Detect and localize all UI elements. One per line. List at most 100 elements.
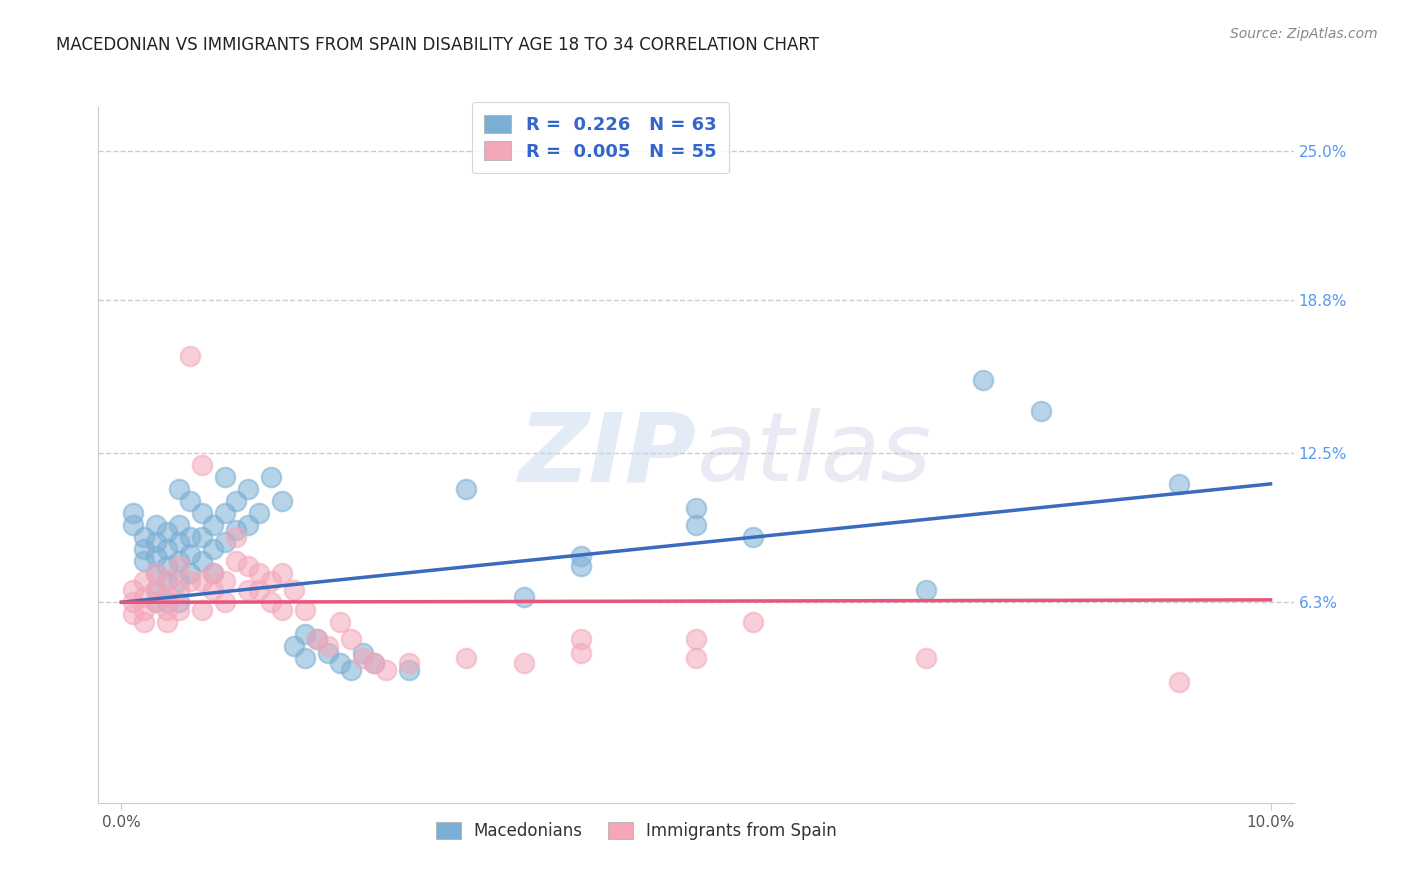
Point <box>191 458 214 472</box>
Point <box>156 574 179 588</box>
Point <box>134 574 156 588</box>
Point <box>134 615 156 629</box>
Point <box>167 595 190 609</box>
Point <box>329 615 352 629</box>
Point <box>191 602 214 616</box>
Legend: Macedonians, Immigrants from Spain: Macedonians, Immigrants from Spain <box>429 815 844 847</box>
Point <box>167 482 190 496</box>
Point <box>271 602 294 616</box>
Point <box>145 583 167 598</box>
Point <box>512 591 534 605</box>
Point <box>374 663 396 677</box>
Point <box>156 542 179 557</box>
Point <box>1167 476 1189 491</box>
Point <box>191 574 214 588</box>
Point <box>167 574 190 588</box>
Point <box>191 554 214 568</box>
Point <box>569 549 592 564</box>
Point <box>167 559 190 574</box>
Point <box>145 583 167 598</box>
Point <box>247 566 270 581</box>
Point <box>456 482 478 496</box>
Point <box>191 530 214 544</box>
Point <box>685 501 707 516</box>
Point <box>329 656 352 670</box>
Text: MACEDONIAN VS IMMIGRANTS FROM SPAIN DISABILITY AGE 18 TO 34 CORRELATION CHART: MACEDONIAN VS IMMIGRANTS FROM SPAIN DISA… <box>56 36 820 54</box>
Text: atlas: atlas <box>696 409 931 501</box>
Point <box>236 583 259 598</box>
Point <box>260 574 283 588</box>
Point <box>134 530 156 544</box>
Point <box>271 566 294 581</box>
Point <box>145 595 167 609</box>
Point <box>294 626 316 640</box>
Point <box>134 602 156 616</box>
Point <box>305 632 328 646</box>
Point <box>167 534 190 549</box>
Point <box>283 639 305 653</box>
Point <box>225 493 247 508</box>
Point <box>294 651 316 665</box>
Point <box>236 482 259 496</box>
Point <box>340 632 363 646</box>
Point <box>316 646 339 660</box>
Point <box>179 547 201 561</box>
Point <box>569 632 592 646</box>
Point <box>167 518 190 533</box>
Point <box>156 595 179 609</box>
Point <box>214 506 236 520</box>
Point <box>191 506 214 520</box>
Point <box>340 663 363 677</box>
Point <box>134 554 156 568</box>
Point <box>179 574 201 588</box>
Point <box>294 602 316 616</box>
Point <box>1029 404 1052 418</box>
Point <box>202 542 225 557</box>
Point <box>122 595 145 609</box>
Text: ZIP: ZIP <box>517 409 696 501</box>
Point <box>156 525 179 540</box>
Point <box>179 493 201 508</box>
Point <box>202 566 225 581</box>
Point <box>156 559 179 574</box>
Point <box>156 591 179 605</box>
Point <box>352 646 374 660</box>
Point <box>167 554 190 568</box>
Point <box>225 530 247 544</box>
Point <box>145 549 167 564</box>
Point <box>145 566 167 581</box>
Text: Source: ZipAtlas.com: Source: ZipAtlas.com <box>1230 27 1378 41</box>
Point <box>398 656 420 670</box>
Point <box>179 530 201 544</box>
Point <box>225 554 247 568</box>
Point <box>156 615 179 629</box>
Point <box>156 602 179 616</box>
Point <box>305 632 328 646</box>
Point <box>225 523 247 537</box>
Point <box>214 469 236 483</box>
Point <box>202 518 225 533</box>
Point <box>214 595 236 609</box>
Point <box>512 656 534 670</box>
Point <box>260 469 283 483</box>
Point <box>352 651 374 665</box>
Point <box>316 639 339 653</box>
Point <box>167 602 190 616</box>
Point <box>236 559 259 574</box>
Point <box>247 583 270 598</box>
Point <box>742 615 765 629</box>
Point <box>214 534 236 549</box>
Point <box>179 349 201 363</box>
Point <box>122 583 145 598</box>
Point <box>914 583 936 598</box>
Point <box>145 534 167 549</box>
Point <box>283 583 305 598</box>
Point <box>685 632 707 646</box>
Point <box>1167 675 1189 690</box>
Point <box>134 542 156 557</box>
Point <box>122 506 145 520</box>
Point <box>236 518 259 533</box>
Point <box>398 663 420 677</box>
Point <box>247 506 270 520</box>
Point <box>742 530 765 544</box>
